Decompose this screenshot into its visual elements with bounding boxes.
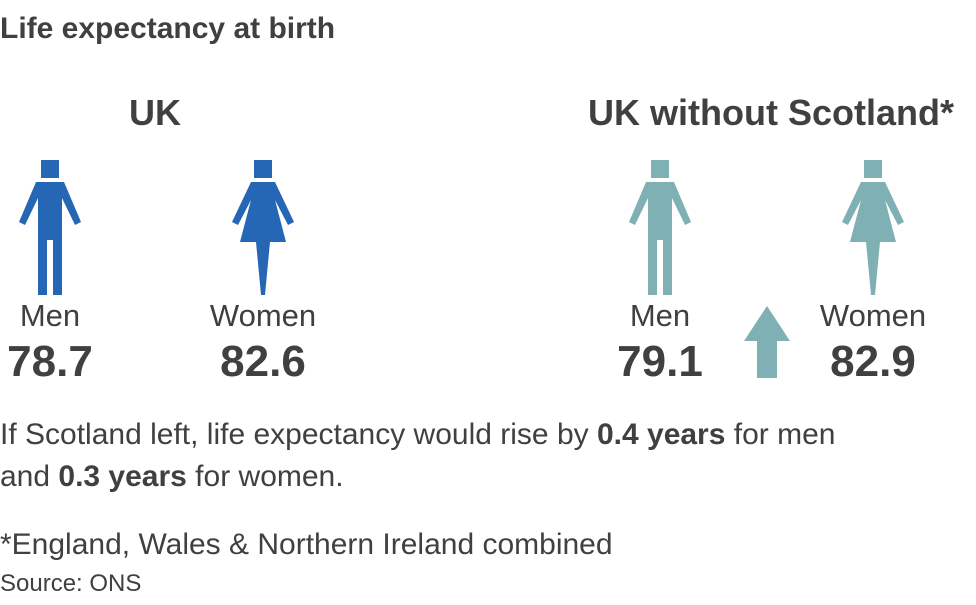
item-label: Women — [209, 298, 317, 333]
note: If Scotland left, life expectancy would … — [0, 414, 880, 498]
group-heading: UK — [129, 92, 181, 133]
item-value: 79.1 — [617, 337, 703, 386]
item-value: 82.6 — [220, 337, 306, 386]
item-label: Women — [819, 298, 927, 333]
woman-icon — [842, 160, 904, 295]
item-label: Men — [629, 298, 691, 333]
item-value: 82.9 — [830, 337, 916, 386]
note-text: for men and — [0, 418, 844, 493]
item-value: 78.7 — [7, 337, 93, 386]
title: Life expectancy at birth — [0, 12, 336, 45]
up-arrow — [744, 306, 790, 378]
group-heading: UK without Scotland* — [588, 92, 954, 133]
man-icon — [19, 160, 81, 295]
footnote: *England, Wales & Northern Ireland combi… — [0, 528, 613, 561]
note-emphasis: 0.3 years — [58, 460, 187, 493]
item-label: Men — [19, 298, 81, 333]
note-text: If Scotland left, life expectancy would … — [0, 418, 597, 451]
woman-icon — [232, 160, 294, 295]
note-emphasis: 0.4 years — [596, 418, 726, 451]
man-icon — [629, 160, 691, 295]
source: Source: ONS — [0, 570, 142, 597]
note-text: for women. — [186, 460, 344, 493]
